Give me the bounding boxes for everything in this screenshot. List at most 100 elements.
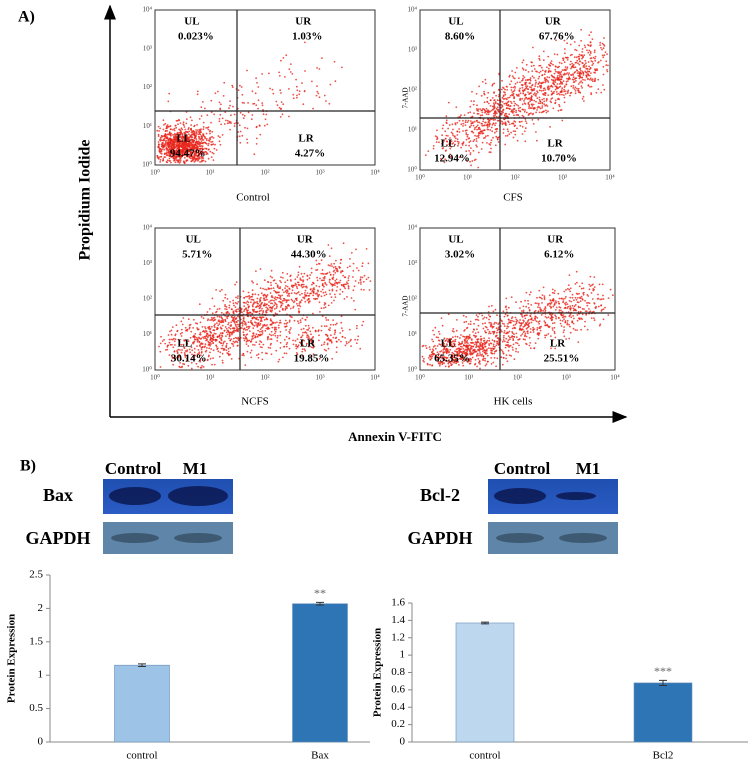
event-dot [301, 286, 304, 289]
event-dot [223, 329, 226, 332]
event-dot [209, 330, 211, 333]
event-dot [326, 335, 329, 337]
event-dot [587, 295, 590, 297]
event-dot [581, 308, 584, 310]
event-dot [540, 325, 543, 328]
event-dot [550, 101, 553, 104]
event-dot [219, 337, 222, 339]
event-dot [196, 131, 198, 133]
event-dot [510, 317, 513, 320]
event-dot [343, 276, 346, 279]
event-dot [308, 337, 310, 340]
event-dot [257, 322, 259, 325]
event-dot [181, 349, 183, 351]
event-dot [532, 107, 534, 109]
event-dot [197, 152, 200, 155]
event-dot [484, 82, 487, 85]
event-dot [221, 134, 224, 136]
event-dot [310, 333, 312, 336]
event-dot [501, 105, 504, 108]
event-dot [554, 99, 557, 102]
y-tick-label: 10⁰ [407, 166, 417, 174]
event-dot [256, 335, 259, 338]
event-dot [178, 135, 181, 137]
event-dot [492, 310, 495, 313]
event-dot [558, 306, 561, 308]
event-dot [212, 143, 215, 146]
event-dot [511, 109, 513, 111]
event-dot [576, 72, 579, 75]
event-dot [572, 63, 575, 66]
event-dot [325, 325, 328, 327]
event-dot [581, 97, 584, 100]
event-dot [248, 325, 251, 328]
event-dot [318, 285, 321, 288]
event-dot [431, 338, 433, 341]
event-dot [563, 39, 566, 42]
event-dot [580, 28, 583, 31]
event-dot [304, 292, 306, 294]
event-dot [295, 78, 297, 81]
event-dot [187, 127, 190, 129]
event-dot [270, 302, 272, 305]
event-dot [282, 57, 285, 59]
event-dot [281, 300, 284, 302]
event-dot [519, 92, 522, 95]
event-dot [291, 289, 294, 292]
event-dot [239, 141, 242, 144]
event-dot [533, 328, 536, 330]
event-dot [593, 71, 595, 74]
event-dot [558, 65, 560, 68]
event-dot [539, 329, 542, 332]
event-dot [483, 108, 486, 111]
event-dot [234, 283, 237, 286]
event-dot [558, 309, 561, 311]
event-dot [512, 136, 515, 139]
event-dot [438, 333, 441, 335]
event-dot [515, 109, 517, 112]
event-dot [533, 64, 535, 67]
event-dot [168, 141, 171, 144]
quadrant-name: LR [300, 338, 316, 350]
event-dot [218, 101, 221, 104]
event-dot [340, 340, 342, 343]
event-dot [515, 93, 518, 96]
event-dot [228, 331, 230, 333]
event-dot [476, 145, 478, 148]
event-dot [356, 267, 358, 269]
event-dot [275, 307, 278, 309]
event-dot [176, 154, 179, 157]
event-dot [509, 105, 511, 108]
event-dot [556, 93, 558, 96]
event-dot [267, 281, 270, 283]
event-dot [295, 299, 298, 302]
event-dot [513, 320, 515, 323]
event-dot [465, 320, 468, 323]
event-dot [211, 363, 213, 366]
event-dot [259, 287, 262, 290]
event-dot [577, 87, 580, 90]
event-dot [280, 101, 283, 103]
event-dot [200, 151, 202, 154]
event-dot [526, 88, 529, 90]
event-dot [553, 72, 556, 75]
event-dot [537, 77, 540, 80]
event-dot [573, 66, 575, 69]
event-dot [464, 342, 466, 344]
event-dot [166, 348, 169, 351]
event-dot [489, 99, 492, 102]
event-dot [246, 127, 249, 130]
event-dot [549, 303, 552, 305]
event-dot [365, 278, 368, 281]
event-dot [202, 139, 205, 141]
event-dot [483, 129, 486, 132]
event-dot [424, 154, 427, 157]
event-dot [542, 89, 545, 92]
event-dot [168, 160, 171, 162]
event-dot [533, 68, 536, 70]
event-dot [519, 313, 522, 315]
event-dot [227, 323, 229, 326]
event-dot [268, 333, 271, 336]
event-dot [243, 339, 246, 342]
event-dot [330, 283, 333, 286]
